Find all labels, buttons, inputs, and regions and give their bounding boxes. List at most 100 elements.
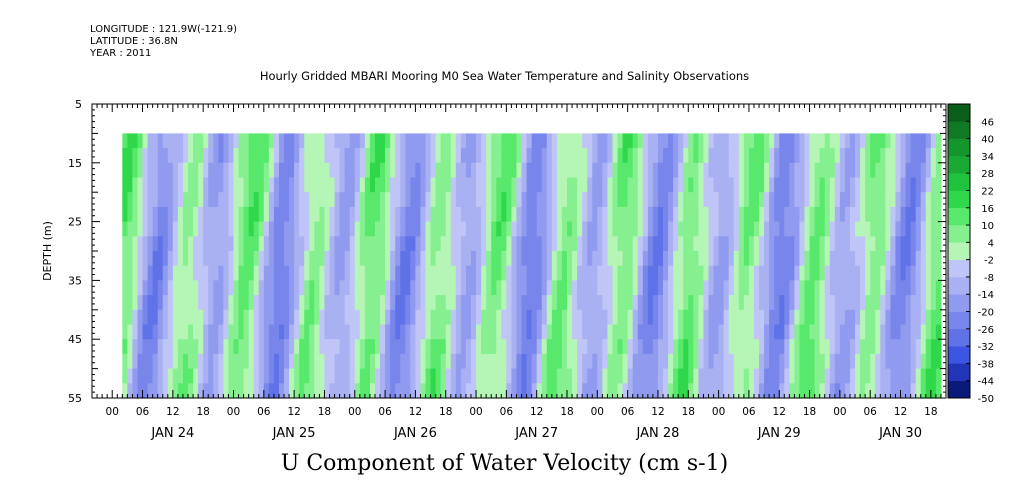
heatmap-cell <box>657 133 664 149</box>
heatmap-cell <box>663 339 669 355</box>
heatmap-cell <box>157 236 164 252</box>
heatmap-cell <box>162 383 169 399</box>
heatmap-cell <box>364 236 371 252</box>
heatmap-cell <box>814 353 821 370</box>
x-hour-label: 00 <box>833 406 846 418</box>
heatmap-cell <box>551 192 558 208</box>
heatmap-cell <box>455 221 462 237</box>
heatmap-cell <box>309 221 315 237</box>
heatmap-cell <box>339 192 346 208</box>
heatmap-cell <box>567 148 573 164</box>
heatmap-cell <box>203 148 209 164</box>
heatmap-cell <box>334 353 341 370</box>
heatmap-cell <box>491 162 497 179</box>
heatmap-cell <box>779 251 785 267</box>
heatmap-cell <box>607 133 614 149</box>
heatmap-cell <box>556 368 563 384</box>
heatmap-cell <box>652 133 659 149</box>
heatmap-cell <box>193 324 199 340</box>
heatmap-cell <box>430 265 437 281</box>
heatmap-cell <box>385 236 391 252</box>
x-hour-label: 00 <box>469 406 482 418</box>
heatmap-cell <box>920 353 927 370</box>
heatmap-cell <box>369 206 376 223</box>
heatmap-cell <box>445 383 452 399</box>
heatmap-cell <box>935 353 942 370</box>
heatmap-cell <box>723 324 730 340</box>
heatmap-cell <box>223 236 230 252</box>
heatmap-cell <box>723 236 730 252</box>
heatmap-cell <box>607 236 614 252</box>
heatmap-cell <box>526 368 533 384</box>
heatmap-cell <box>764 324 770 340</box>
heatmap-cell <box>794 206 801 223</box>
colorbar-swatch <box>948 320 970 330</box>
heatmap-cell <box>263 221 270 237</box>
heatmap-cell <box>198 148 204 164</box>
heatmap-cell <box>642 221 649 237</box>
heatmap-cell <box>865 162 871 179</box>
heatmap-cell <box>637 221 644 237</box>
heatmap-cell <box>607 192 614 208</box>
heatmap-cell <box>723 280 730 296</box>
heatmap-cell <box>172 339 179 355</box>
heatmap-cell <box>395 133 401 149</box>
heatmap-cell <box>612 324 619 340</box>
heatmap-cell <box>162 192 169 208</box>
heatmap-cell <box>284 368 290 384</box>
heatmap-cell <box>142 368 149 384</box>
heatmap-cell <box>708 148 715 164</box>
heatmap-cell <box>546 206 553 223</box>
heatmap-cell <box>607 339 614 355</box>
heatmap-cell <box>193 148 199 164</box>
heatmap-cell <box>228 251 235 267</box>
heatmap-cell <box>935 251 942 267</box>
heatmap-cell <box>218 265 224 281</box>
heatmap-cell <box>364 251 371 267</box>
heatmap-cell <box>577 280 583 296</box>
heatmap-cell <box>445 368 452 384</box>
heatmap-cell <box>380 295 386 311</box>
heatmap-cell <box>147 295 154 311</box>
heatmap-cell <box>278 162 285 179</box>
heatmap-cell <box>849 251 856 267</box>
heatmap-cell <box>875 192 881 208</box>
heatmap-cell <box>516 295 523 311</box>
heatmap-cell <box>582 133 588 149</box>
heatmap-cell <box>617 192 624 208</box>
heatmap-cell <box>663 206 669 223</box>
heatmap-cell <box>491 309 497 326</box>
heatmap-cell <box>814 324 821 340</box>
heatmap-cell <box>900 309 907 326</box>
heatmap-cell <box>587 192 593 208</box>
heatmap-cell <box>167 236 174 252</box>
heatmap-cell <box>354 206 361 223</box>
heatmap-cell <box>445 265 452 281</box>
heatmap-cell <box>380 339 386 355</box>
heatmap-cell <box>273 309 280 326</box>
heatmap-cell <box>299 353 305 370</box>
heatmap-cell <box>789 177 795 193</box>
heatmap-cell <box>450 265 457 281</box>
heatmap-cell <box>839 236 846 252</box>
heatmap-cell <box>774 324 780 340</box>
heatmap-cell <box>764 265 770 281</box>
heatmap-cell <box>208 133 214 149</box>
heatmap-cell <box>390 148 396 164</box>
heatmap-cell <box>617 148 624 164</box>
heatmap-cell <box>516 236 523 252</box>
heatmap-cell <box>238 177 245 193</box>
heatmap-cell <box>349 251 356 267</box>
heatmap-cell <box>127 236 134 252</box>
heatmap-cell <box>284 251 290 267</box>
heatmap-cell <box>632 339 639 355</box>
heatmap-cell <box>450 133 457 149</box>
heatmap-cell <box>334 280 341 296</box>
heatmap-cell <box>587 148 593 164</box>
heatmap-cell <box>476 251 482 267</box>
heatmap-cell <box>162 221 169 237</box>
heatmap-cell <box>182 368 189 384</box>
x-hour-label: 12 <box>773 406 786 418</box>
heatmap-cell <box>329 148 336 164</box>
heatmap-cell <box>713 133 720 149</box>
